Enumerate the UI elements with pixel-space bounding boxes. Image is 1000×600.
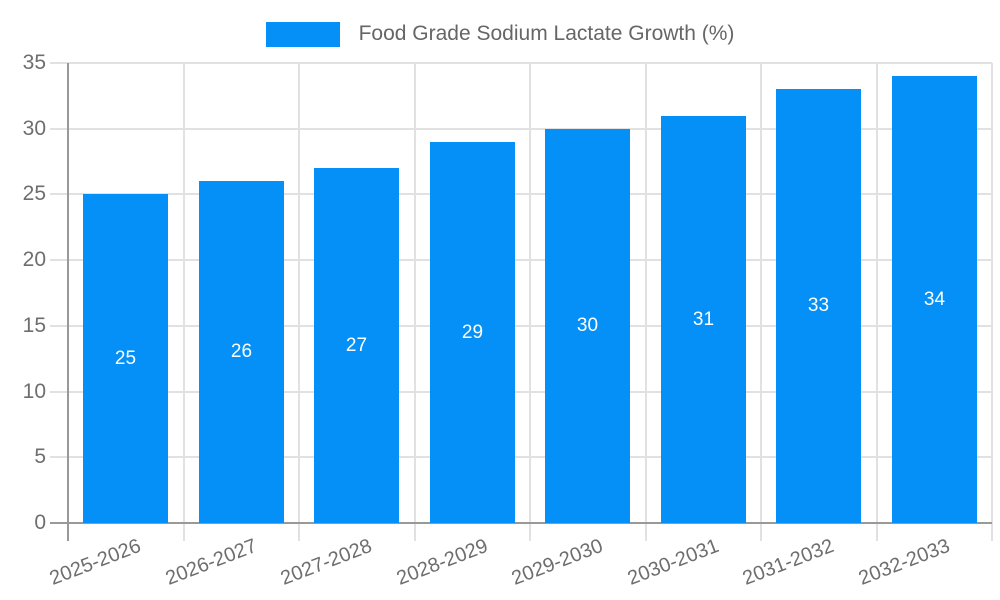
y-gridline bbox=[50, 391, 992, 393]
y-gridline bbox=[50, 456, 992, 458]
legend-label: Food Grade Sodium Lactate Growth (%) bbox=[358, 22, 735, 45]
bar[interactable]: 26 bbox=[199, 181, 284, 523]
bar[interactable]: 25 bbox=[83, 194, 168, 523]
x-axis-category-label: 2028-2029 bbox=[393, 534, 491, 590]
x-axis-line bbox=[50, 522, 992, 524]
x-axis-category-label: 2030-2031 bbox=[624, 534, 722, 590]
y-axis-tick-label: 15 bbox=[22, 314, 46, 337]
x-axis-category-label: 2029-2030 bbox=[508, 534, 606, 590]
x-gridline bbox=[760, 63, 762, 541]
y-gridline bbox=[50, 259, 992, 261]
y-axis-tick-label: 0 bbox=[34, 511, 46, 534]
x-axis-category-label: 2027-2028 bbox=[277, 534, 375, 590]
y-gridline bbox=[50, 325, 992, 327]
bar[interactable]: 34 bbox=[892, 76, 977, 523]
bar-value-label: 25 bbox=[114, 347, 137, 369]
x-axis-category-label: 2032-2033 bbox=[855, 534, 953, 590]
x-gridline bbox=[183, 63, 185, 541]
bar-value-label: 33 bbox=[807, 295, 830, 316]
legend-swatch bbox=[265, 21, 340, 47]
x-gridline bbox=[529, 63, 531, 541]
y-axis-tick-label: 20 bbox=[22, 248, 46, 271]
y-gridline bbox=[50, 62, 992, 64]
x-gridline bbox=[414, 63, 416, 541]
bar[interactable]: 29 bbox=[430, 142, 515, 523]
y-gridline bbox=[50, 193, 992, 195]
x-axis-category-label: 2026-2027 bbox=[162, 534, 260, 590]
bar[interactable]: 31 bbox=[661, 116, 746, 523]
bar-value-label: 31 bbox=[692, 308, 715, 330]
bar-value-label: 34 bbox=[923, 288, 946, 310]
y-axis-tick-label: 10 bbox=[22, 380, 46, 403]
x-gridline bbox=[298, 63, 300, 541]
bar-value-label: 27 bbox=[345, 334, 368, 356]
bar[interactable]: 30 bbox=[545, 129, 630, 523]
x-gridline bbox=[991, 63, 993, 541]
bar-value-label: 26 bbox=[230, 341, 253, 362]
x-gridline bbox=[876, 63, 878, 541]
y-axis-tick-label: 30 bbox=[22, 117, 46, 140]
x-axis-category-label: 2025-2026 bbox=[46, 534, 144, 590]
legend[interactable]: Food Grade Sodium Lactate Growth (%) bbox=[0, 17, 1000, 51]
y-axis-tick-label: 35 bbox=[22, 51, 46, 74]
x-gridline bbox=[645, 63, 647, 541]
y-axis-tick-label: 5 bbox=[34, 445, 46, 468]
y-axis-tick-label: 25 bbox=[22, 182, 46, 205]
bar[interactable]: 27 bbox=[314, 168, 399, 523]
bar[interactable]: 33 bbox=[776, 89, 861, 523]
bar-value-label: 29 bbox=[461, 321, 484, 343]
y-axis-line bbox=[67, 63, 69, 541]
x-axis-category-label: 2031-2032 bbox=[739, 534, 837, 590]
y-gridline bbox=[50, 128, 992, 130]
bar-value-label: 30 bbox=[576, 315, 599, 336]
